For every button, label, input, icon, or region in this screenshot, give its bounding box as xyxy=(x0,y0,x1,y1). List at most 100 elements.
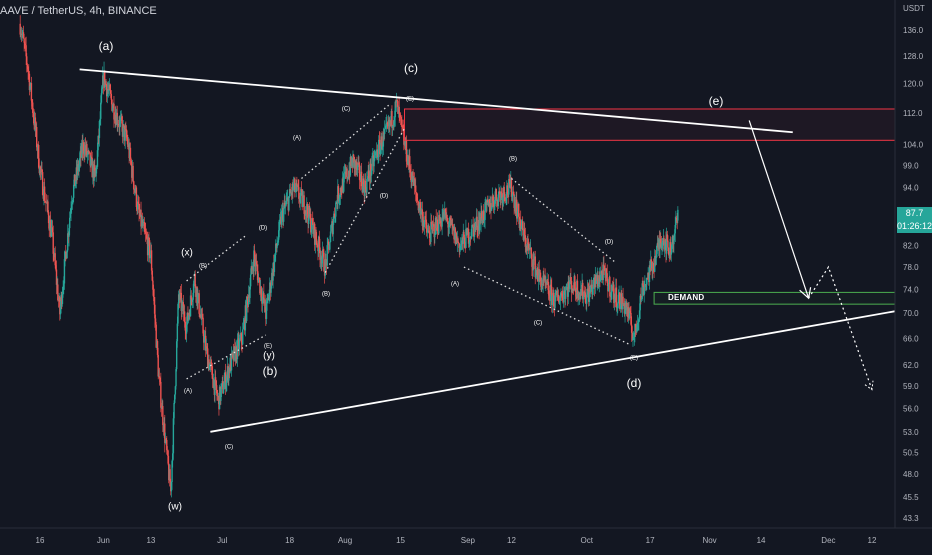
candle-body xyxy=(425,219,427,229)
candle-body xyxy=(88,151,91,153)
candle-body xyxy=(54,253,56,266)
candle-body xyxy=(110,93,113,100)
candle-body xyxy=(231,353,233,354)
candle-body xyxy=(71,201,74,205)
candle-body xyxy=(415,192,418,198)
candle-body xyxy=(132,165,134,182)
candle-body xyxy=(154,318,157,325)
candle-body xyxy=(616,306,618,308)
candle-body xyxy=(113,103,115,120)
candle-body xyxy=(150,250,153,271)
candle-body xyxy=(551,295,554,306)
candle-body xyxy=(539,272,542,281)
exchange-label: BINANCE xyxy=(107,5,157,17)
candle-body xyxy=(338,198,340,201)
candle-body xyxy=(463,237,466,248)
candle-body xyxy=(119,118,122,120)
candle-body xyxy=(27,69,29,71)
candle-body xyxy=(358,164,361,180)
candle-body xyxy=(249,274,252,287)
candle-body xyxy=(601,270,603,274)
title-separator: , xyxy=(83,5,87,17)
candle-body xyxy=(329,242,331,250)
candle-body xyxy=(324,259,326,276)
wave-label-sub-d: (D) xyxy=(605,240,613,246)
candle-body xyxy=(223,381,225,390)
candle-body xyxy=(263,293,265,304)
candle-body xyxy=(506,185,509,194)
candle-body xyxy=(463,231,465,238)
candle-body xyxy=(179,292,181,300)
candle-body xyxy=(122,124,124,137)
candle-body xyxy=(661,242,663,249)
candle-body xyxy=(334,216,336,218)
candle-body xyxy=(285,200,287,205)
title-separator: , xyxy=(101,5,105,17)
time-tick-label: Aug xyxy=(338,536,352,545)
symbol-name: AAVE / TetherUS xyxy=(0,5,84,17)
candle-body xyxy=(634,323,636,335)
candle-body xyxy=(467,228,470,244)
candle-body xyxy=(605,268,608,274)
price-tick-label: 56.0 xyxy=(903,404,919,413)
price-axis-panel xyxy=(895,0,932,550)
candle-body xyxy=(460,241,462,246)
candle-body xyxy=(34,117,37,131)
wave-label-sub-c: (A) xyxy=(293,136,301,142)
candle-body xyxy=(126,137,128,140)
candle-body xyxy=(655,257,657,265)
projection-arrowhead xyxy=(799,287,812,300)
candle-body xyxy=(198,293,200,314)
candle-body xyxy=(87,150,89,154)
candle-body xyxy=(549,284,552,301)
candle-body xyxy=(44,200,46,202)
candle-body xyxy=(656,246,658,258)
candle-body xyxy=(504,199,507,201)
candle-body xyxy=(264,299,266,312)
candle-body xyxy=(315,229,317,240)
candle-body xyxy=(302,197,304,207)
candle-body xyxy=(500,191,502,201)
candle-body xyxy=(246,296,249,299)
candle-body xyxy=(450,219,453,225)
candle-body xyxy=(530,247,532,255)
candle-body xyxy=(133,181,135,190)
candle-body xyxy=(19,23,21,35)
candle-body xyxy=(298,187,300,199)
candle-body xyxy=(332,222,334,235)
candle-body xyxy=(663,237,665,250)
wave-label-major: (d) xyxy=(627,376,642,390)
candle-body xyxy=(65,251,67,253)
candle-body xyxy=(475,223,477,228)
candle-body xyxy=(335,202,337,217)
candle-body xyxy=(101,88,103,94)
candle-body xyxy=(329,231,332,243)
candle-body xyxy=(574,276,576,289)
candle-body xyxy=(172,418,175,454)
candle-body xyxy=(583,291,585,297)
candle-body xyxy=(300,189,303,191)
candle-body xyxy=(440,220,442,227)
candle-body xyxy=(319,247,321,260)
candle-body xyxy=(325,259,327,261)
candle-body xyxy=(167,450,169,464)
candle-body xyxy=(151,270,153,281)
candle-body xyxy=(638,318,640,322)
candle-body xyxy=(69,217,71,229)
candle-body xyxy=(74,181,77,187)
candle-body xyxy=(98,120,101,138)
candle-body xyxy=(222,381,224,394)
candle-body xyxy=(535,270,537,278)
candle-body xyxy=(497,194,499,207)
time-axis-panel xyxy=(0,528,932,550)
candle-body xyxy=(228,368,230,381)
candle-body xyxy=(451,224,454,229)
time-tick-label: 17 xyxy=(646,536,655,545)
candle-body xyxy=(389,120,391,127)
candle-body xyxy=(137,201,140,204)
candle-body xyxy=(402,127,404,131)
candle-body xyxy=(362,178,365,185)
